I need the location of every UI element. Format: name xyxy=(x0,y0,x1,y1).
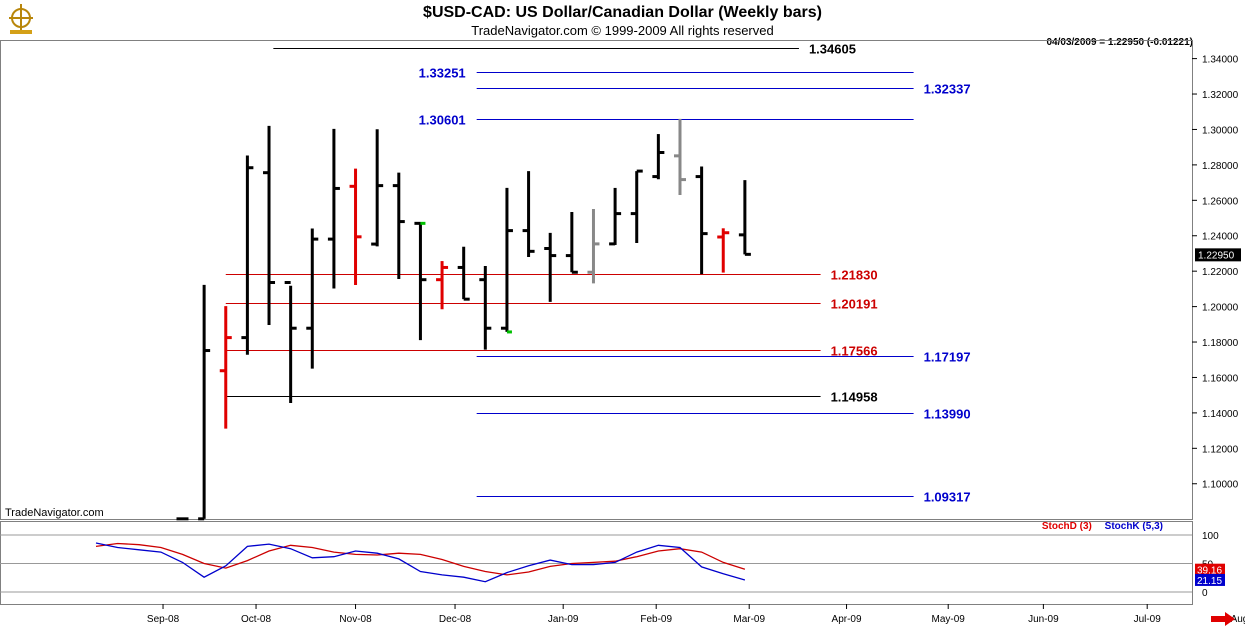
level-label: 1.09317 xyxy=(924,490,971,505)
time-axis-label: Aug-09 xyxy=(1231,614,1245,625)
last-price-box xyxy=(1195,248,1241,262)
stochd-legend: StochD (3) xyxy=(1041,521,1092,532)
price-axis-label: 1.12000 xyxy=(1202,444,1239,455)
level-label: 1.17197 xyxy=(924,350,971,365)
stoch-legend: StochD (3) StochK (5,3) xyxy=(1042,521,1163,532)
price-axis-label: 1.14000 xyxy=(1202,409,1239,420)
level-label: 1.33251 xyxy=(419,66,466,81)
price-axis-label: 1.30000 xyxy=(1202,125,1239,136)
time-axis-label: Sep-08 xyxy=(147,614,180,625)
level-label: 1.32337 xyxy=(924,82,971,97)
stochk-legend: StochK (5,3) xyxy=(1104,521,1163,532)
price-axis-label: 1.28000 xyxy=(1202,161,1239,172)
time-axis-label: Jun-09 xyxy=(1028,614,1059,625)
price-axis-label: 1.18000 xyxy=(1202,338,1239,349)
stochk-value-box xyxy=(1195,573,1225,586)
level-label: 1.17566 xyxy=(831,344,878,359)
level-label: 1.14958 xyxy=(831,390,878,405)
time-axis-label: Jan-09 xyxy=(548,614,579,625)
time-axis-label: Feb-09 xyxy=(640,614,672,625)
stochd-value-box xyxy=(1195,563,1225,576)
oscillator-axis-label: 0 xyxy=(1202,588,1208,599)
oscillator-axis-label: 100 xyxy=(1202,531,1219,542)
price-axis-label: 1.34000 xyxy=(1202,55,1239,66)
price-axis-label: 1.32000 xyxy=(1202,90,1239,101)
price-panel-frame xyxy=(0,40,1193,520)
price-axis-label: 1.10000 xyxy=(1202,480,1239,491)
stochk-value-label: 21.15 xyxy=(1197,576,1222,587)
level-label: 1.34605 xyxy=(809,42,856,57)
time-axis-label: May-09 xyxy=(932,614,966,625)
time-axis-label: Apr-09 xyxy=(832,614,862,625)
watermark: TradeNavigator.com xyxy=(5,507,104,519)
price-axis-label: 1.16000 xyxy=(1202,373,1239,384)
last-price-label: 1.22950 xyxy=(1198,250,1235,261)
stochd-value-label: 39.16 xyxy=(1197,566,1222,577)
level-label: 1.20191 xyxy=(831,297,878,312)
arrow-right-icon xyxy=(1211,612,1235,626)
level-label: 1.30601 xyxy=(419,113,466,128)
oscillator-series-line xyxy=(95,542,746,583)
price-readout: 04/03/2009 = 1.22950 (-0.01221) xyxy=(1046,37,1193,48)
time-axis-label: Nov-08 xyxy=(339,614,372,625)
time-axis-label: Mar-09 xyxy=(733,614,765,625)
price-axis-label: 1.24000 xyxy=(1202,232,1239,243)
price-axis-label: 1.26000 xyxy=(1202,196,1239,207)
scroll-right-button[interactable] xyxy=(1210,612,1236,626)
time-axis-label: Dec-08 xyxy=(439,614,472,625)
level-label: 1.13990 xyxy=(924,407,971,422)
level-label: 1.21830 xyxy=(831,268,878,283)
chart-title: $USD-CAD: US Dollar/Canadian Dollar (Wee… xyxy=(423,4,822,21)
price-axis-label: 1.22000 xyxy=(1202,267,1239,278)
price-axis-label: 1.20000 xyxy=(1202,303,1239,314)
chart-subtitle: TradeNavigator.com © 1999-2009 All right… xyxy=(471,23,774,38)
navigator-logo xyxy=(4,2,38,36)
time-axis-label: Jul-09 xyxy=(1134,614,1162,625)
oscillator-series-line xyxy=(95,542,746,576)
time-axis-label: Oct-08 xyxy=(241,614,271,625)
